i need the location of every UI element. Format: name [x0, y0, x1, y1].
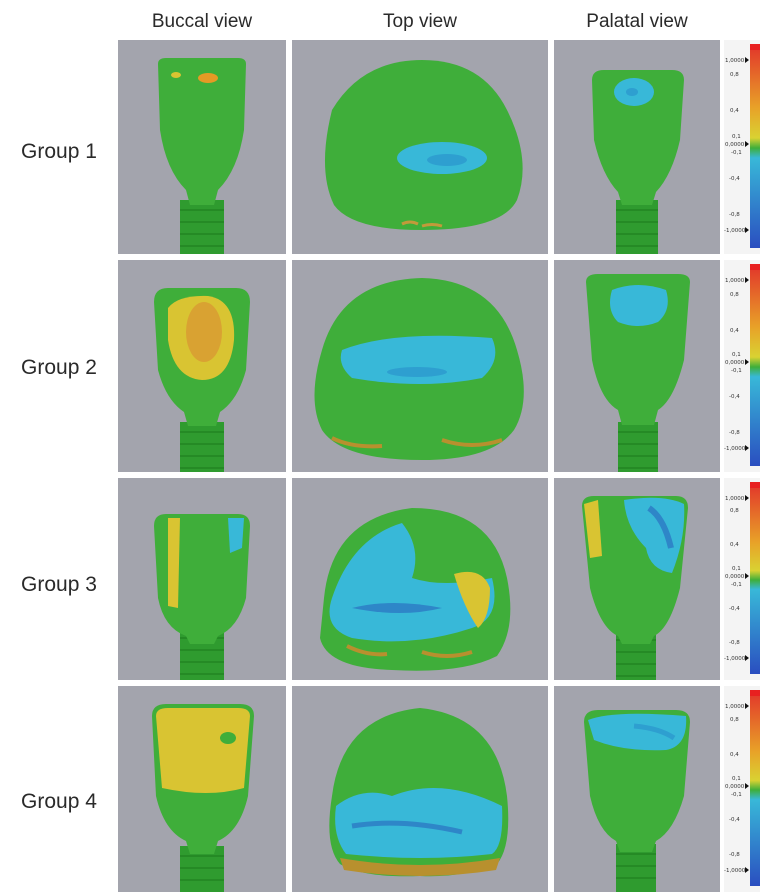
scale-tick-zero: 0,0000	[725, 574, 745, 580]
group-2-palatal-view	[554, 260, 720, 472]
group-1-palatal-view	[554, 40, 720, 254]
scale-tick: 0,4	[730, 542, 739, 548]
scale-tick-min: -1,0000	[724, 868, 746, 874]
scale-tolerance-upper: 0,1	[732, 566, 741, 572]
scale-tick: -0,4	[729, 606, 740, 612]
group-3-buccal-view	[118, 478, 286, 680]
scale-tolerance-lower: -0,1	[731, 582, 742, 588]
group-1-top-view	[292, 40, 548, 254]
row-label-group-3: Group 3	[21, 573, 97, 596]
scale-tick: -0,8	[729, 852, 740, 858]
row-label-group-1: Group 1	[21, 140, 97, 163]
scale-tick: 0,8	[730, 292, 739, 298]
column-header-top: Top view	[383, 11, 457, 32]
group-3-palatal-view	[554, 478, 720, 680]
scale-tolerance-upper: 0,1	[732, 352, 741, 358]
color-scale-group-1: 1,0000 0,8 0,4 0,1 0,0000 -0,1 -0,4 -0,8…	[724, 40, 760, 254]
group-3-top-view	[292, 478, 548, 680]
scale-tick: -0,8	[729, 430, 740, 436]
scale-tick: 0,8	[730, 508, 739, 514]
color-scale-group-4: 1,0000 0,8 0,4 0,1 0,0000 -0,1 -0,4 -0,8…	[724, 686, 760, 892]
scale-tick: 0,4	[730, 108, 739, 114]
group-2-top-view	[292, 260, 548, 472]
scale-tick: -0,4	[729, 394, 740, 400]
scale-tick: 0,8	[730, 717, 739, 723]
row-label-group-2: Group 2	[21, 356, 97, 379]
scale-tick: -0,8	[729, 212, 740, 218]
scale-tick-zero: 0,0000	[725, 784, 745, 790]
scale-tick: -0,4	[729, 176, 740, 182]
scale-tick-zero: 0,0000	[725, 142, 745, 148]
scale-tolerance-upper: 0,1	[732, 776, 741, 782]
scale-tick: 0,4	[730, 328, 739, 334]
scale-tolerance-lower: -0,1	[731, 792, 742, 798]
group-2-buccal-view	[118, 260, 286, 472]
scale-tolerance-lower: -0,1	[731, 150, 742, 156]
scale-tolerance-lower: -0,1	[731, 368, 742, 374]
scale-tick: 0,4	[730, 752, 739, 758]
group-1-buccal-view	[118, 40, 286, 254]
scale-tick: -0,4	[729, 817, 740, 823]
scale-tick-max: 1,0000	[725, 58, 745, 64]
scale-tick-min: -1,0000	[724, 656, 746, 662]
group-4-palatal-view	[554, 686, 720, 892]
scale-tick-max: 1,0000	[725, 704, 745, 710]
scale-tick-min: -1,0000	[724, 446, 746, 452]
column-header-buccal: Buccal view	[151, 11, 253, 32]
row-label-group-4: Group 4	[21, 790, 97, 813]
scale-tick-max: 1,0000	[725, 278, 745, 284]
scale-tick: 0,8	[730, 72, 739, 78]
group-4-buccal-view	[118, 686, 286, 892]
scale-tick-zero: 0,0000	[725, 360, 745, 366]
scale-tick: -0,8	[729, 640, 740, 646]
color-scale-group-3: 1,0000 0,8 0,4 0,1 0,0000 -0,1 -0,4 -0,8…	[724, 478, 760, 680]
scale-tick-min: -1,0000	[724, 228, 746, 234]
scale-tolerance-upper: 0,1	[732, 134, 741, 140]
column-header-palatal: Palatal view	[586, 11, 688, 32]
group-4-top-view	[292, 686, 548, 892]
color-scale-group-2: 1,0000 0,8 0,4 0,1 0,0000 -0,1 -0,4 -0,8…	[724, 260, 760, 472]
scale-tick-max: 1,0000	[725, 496, 745, 502]
